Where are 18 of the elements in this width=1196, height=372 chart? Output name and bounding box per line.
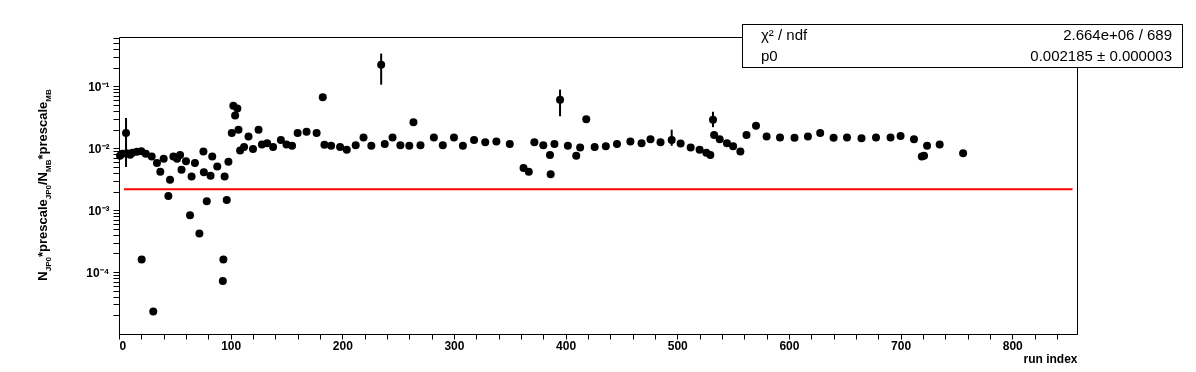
y-tick-label: 10⁻⁴ xyxy=(86,265,110,280)
y-tick-label: 10⁻³ xyxy=(88,203,110,218)
x-tick-label: 0 xyxy=(119,338,127,353)
annotation: 2.664e+06 / 689 xyxy=(1062,25,1172,45)
y-tick-label: 10⁻¹ xyxy=(88,79,110,94)
x-tick-label: 100 xyxy=(221,338,242,353)
x-tick-label: 300 xyxy=(444,338,465,353)
x-tick-label: 500 xyxy=(667,338,689,353)
annotation: χ² / ndf xyxy=(761,25,809,45)
annotation: p0 xyxy=(761,46,779,66)
x-tick-label: 200 xyxy=(332,338,354,353)
x-axis-title: run index xyxy=(1023,351,1078,366)
x-tick-label: 600 xyxy=(779,338,800,353)
x-tick-label: 400 xyxy=(556,338,577,353)
x-tick-label: 700 xyxy=(891,338,912,353)
y-tick-label: 10⁻² xyxy=(88,141,110,156)
annotation: 0.002185 ± 0.000003 xyxy=(1029,46,1172,66)
x-tick-label: 800 xyxy=(1002,338,1024,353)
